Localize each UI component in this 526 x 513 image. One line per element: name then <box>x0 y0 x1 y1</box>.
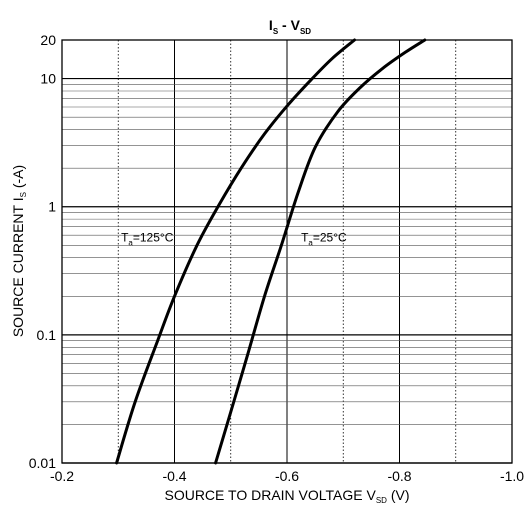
annotation-t125: Ta=125°C <box>121 230 174 247</box>
y-tick-label: 20 <box>40 32 56 48</box>
chart-title: IS - VSD <box>269 17 311 36</box>
annotations: Ta=125°C Ta=25°C <box>121 230 347 247</box>
y-tick-label: 1 <box>48 199 56 215</box>
x-axis-label: SOURCE TO DRAIN VOLTAGE VSD (V) <box>164 487 409 505</box>
tick-labels: -0.2 -0.4 -0.6 -0.8 -1.0 0.01 0.1 1 10 20 <box>29 32 525 484</box>
y-tick-label: 0.01 <box>29 455 56 471</box>
series-line-t25 <box>214 38 427 465</box>
y-tick-label: 0.1 <box>37 327 57 343</box>
grid <box>61 39 513 464</box>
y-axis-label: SOURCE CURRENT IS (-A) <box>10 165 28 337</box>
x-tick-label: -1.0 <box>500 468 524 484</box>
y-tick-label: 10 <box>40 71 56 87</box>
x-tick-label: -0.6 <box>275 468 299 484</box>
plot-frame <box>61 39 513 464</box>
curves <box>115 38 427 465</box>
series-line-t125 <box>115 38 356 465</box>
x-tick-label: -0.4 <box>162 468 186 484</box>
x-tick-label: -0.2 <box>50 468 74 484</box>
x-tick-label: -0.8 <box>387 468 411 484</box>
annotation-t25: Ta=25°C <box>301 230 347 247</box>
